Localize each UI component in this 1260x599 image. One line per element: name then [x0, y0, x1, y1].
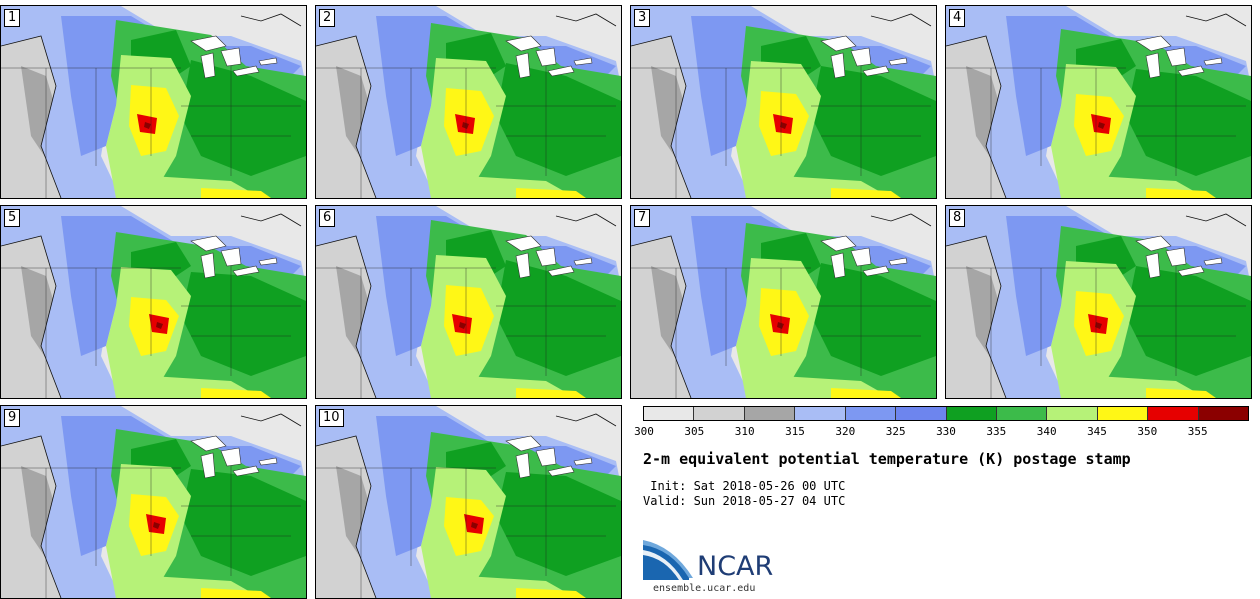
map-image: [316, 406, 621, 598]
color-scale-segment: [795, 407, 846, 420]
ensemble-member-map: 4: [945, 5, 1252, 199]
color-scale-tick-label: 310: [734, 425, 755, 438]
color-scale-segment: [845, 407, 897, 420]
member-label: 10: [319, 409, 344, 427]
color-scale-segment: [1047, 407, 1098, 420]
member-label: 7: [634, 209, 651, 227]
map-image: [631, 206, 936, 398]
color-scale-segment: [644, 407, 695, 420]
color-scale-tick-label: 320: [835, 425, 856, 438]
color-scale-segment: [1198, 407, 1249, 420]
ensemble-member-map: 9: [0, 405, 307, 599]
map-image: [631, 6, 936, 198]
ncar-logo-icon: [643, 540, 693, 580]
map-image: [946, 206, 1251, 398]
color-scale-tick-label: 335: [986, 425, 1007, 438]
member-label: 9: [4, 409, 21, 427]
ensemble-member-map: 7: [630, 205, 937, 399]
valid-time: Valid: Sun 2018-05-27 04 UTC: [643, 494, 846, 508]
color-scale-tick-label: 325: [885, 425, 906, 438]
ensemble-member-map: 5: [0, 205, 307, 399]
map-image: [1, 406, 306, 598]
color-scale-tick-label: 350: [1137, 425, 1158, 438]
ensemble-member-map: 1: [0, 5, 307, 199]
color-scale-tick-label: 355: [1187, 425, 1208, 438]
ensemble-member-map: 6: [315, 205, 622, 399]
color-scale-segment: [1097, 407, 1149, 420]
color-scale-tick-label: 330: [936, 425, 956, 438]
color-scale-tick-label: 315: [785, 425, 805, 438]
member-label: 2: [319, 9, 336, 27]
color-scale-segment: [946, 407, 997, 420]
color-scale-tick-label: 305: [684, 425, 705, 438]
color-scale-tick-label: 340: [1036, 425, 1057, 438]
color-scale-bar: [643, 406, 1249, 421]
member-label: 1: [4, 9, 21, 27]
member-label: 3: [634, 9, 651, 27]
ensemble-member-map: 3: [630, 5, 937, 199]
ensemble-member-map: 8: [945, 205, 1252, 399]
map-image: [1, 6, 306, 198]
member-label: 6: [319, 209, 336, 227]
site-url: ensemble.ucar.edu: [653, 583, 756, 594]
ensemble-member-map: 2: [315, 5, 622, 199]
map-image: [946, 6, 1251, 198]
product-title: 2-m equivalent potential temperature (K)…: [643, 450, 1131, 468]
ncar-logo-text: NCAR: [697, 551, 774, 582]
ensemble-member-map: 10: [315, 405, 622, 599]
color-scale-tick-label: 345: [1087, 425, 1107, 438]
map-image: [316, 6, 621, 198]
member-label: 8: [949, 209, 966, 227]
color-scale-segment: [996, 407, 1048, 420]
color-scale-tick-label: 300: [634, 425, 654, 438]
member-label: 4: [949, 9, 966, 27]
map-image: [1, 206, 306, 398]
color-scale-segment: [1148, 407, 1199, 420]
map-image: [316, 206, 621, 398]
color-scale-segment: [694, 407, 745, 420]
color-scale-segment: [744, 407, 796, 420]
member-label: 5: [4, 209, 21, 227]
color-scale-segment: [896, 407, 947, 420]
init-time: Init: Sat 2018-05-26 00 UTC: [643, 479, 846, 493]
